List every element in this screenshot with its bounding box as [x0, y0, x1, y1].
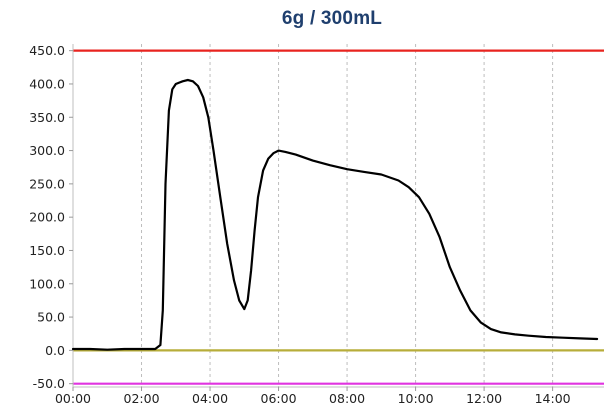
x-tick-label: 06:00: [261, 391, 297, 406]
y-tick-label: 450.0: [29, 43, 65, 58]
x-tick-label: 14:00: [535, 391, 571, 406]
x-tick-label: 10:00: [398, 391, 434, 406]
y-tick-label: 350.0: [29, 110, 65, 125]
reference-lines: [73, 49, 604, 385]
y-tick-label: 0.0: [45, 343, 65, 358]
chart-title: 6g / 300mL: [281, 8, 383, 29]
data-series: [71, 78, 599, 351]
series-line: [71, 78, 599, 351]
y-tick-label: -50.0: [33, 376, 65, 391]
y-tick-label: 300.0: [29, 143, 65, 158]
x-tick-label: 08:00: [329, 391, 365, 406]
y-tick-label: 400.0: [29, 76, 65, 91]
y-tick-label: 200.0: [29, 210, 65, 225]
x-tick-label: 02:00: [124, 391, 160, 406]
y-tick-label: 250.0: [29, 176, 65, 191]
y-tick-label: 50.0: [37, 310, 65, 325]
y-tick-label: 150.0: [29, 243, 65, 258]
y-tick-label: 100.0: [29, 276, 65, 291]
axes: [69, 44, 604, 391]
x-tick-label: 12:00: [466, 391, 502, 406]
x-tick-label: 04:00: [192, 391, 228, 406]
x-tick-label: 00:00: [55, 391, 91, 406]
tick-labels: 450.0 400.0 350.0 300.0 250.0 200.0 150.0 100.0…: [29, 43, 570, 406]
